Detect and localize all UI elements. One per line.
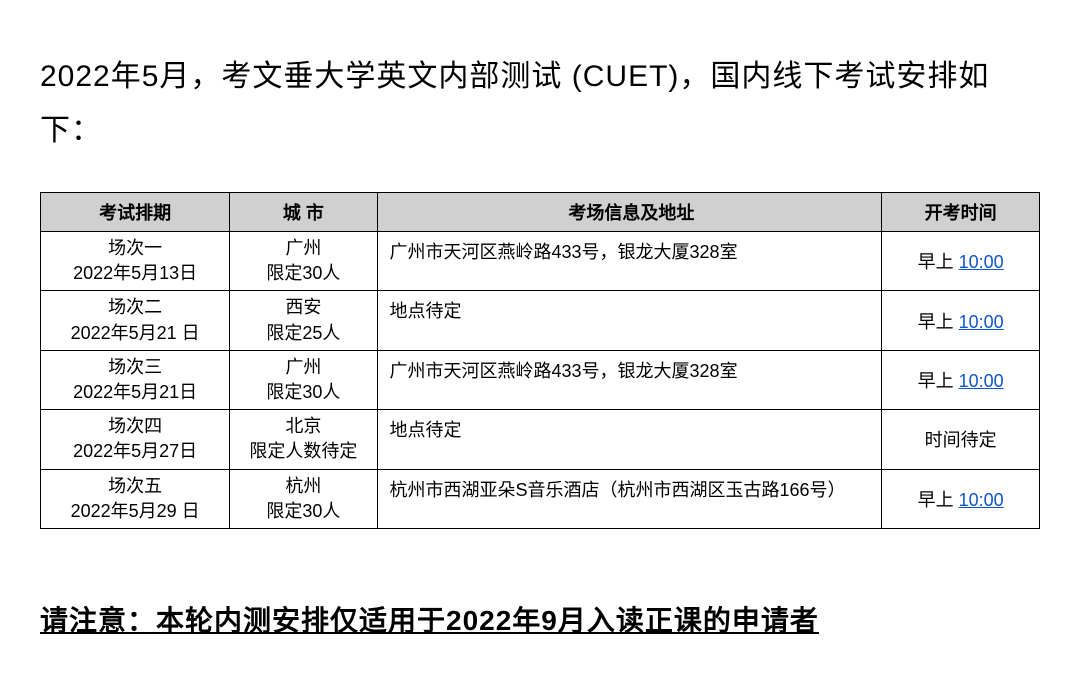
- session-label: 场次三: [49, 355, 221, 380]
- city-limit: 限定25人: [238, 321, 368, 346]
- cell-time: 早上 10:00: [882, 469, 1040, 528]
- city-limit: 限定30人: [238, 380, 368, 405]
- cell-venue: 广州市天河区燕岭路433号，银龙大厦328室: [377, 232, 882, 291]
- cell-city: 北京限定人数待定: [230, 410, 377, 469]
- time-link[interactable]: 10:00: [959, 312, 1004, 332]
- city-name: 广州: [238, 355, 368, 380]
- city-limit: 限定人数待定: [238, 439, 368, 464]
- cell-city: 西安限定25人: [230, 291, 377, 350]
- city-limit: 限定30人: [238, 499, 368, 524]
- session-date: 2022年5月29 日: [49, 499, 221, 524]
- session-label: 场次一: [49, 236, 221, 261]
- cell-venue: 地点待定: [377, 410, 882, 469]
- table-row: 场次三2022年5月21日广州限定30人广州市天河区燕岭路433号，银龙大厦32…: [41, 350, 1040, 409]
- table-row: 场次二2022年5月21 日西安限定25人地点待定早上 10:00: [41, 291, 1040, 350]
- document-heading: 2022年5月，考文垂大学英文内部测试 (CUET)，国内线下考试安排如下：: [40, 50, 1040, 158]
- notice-text: 请注意：本轮内测安排仅适用于2022年9月入读正课的申请者: [40, 599, 1040, 639]
- exam-schedule-table: 考试排期 城 市 考场信息及地址 开考时间 场次一2022年5月13日广州限定3…: [40, 192, 1040, 529]
- cell-time: 早上 10:00: [882, 232, 1040, 291]
- time-link[interactable]: 10:00: [959, 371, 1004, 391]
- header-session: 考试排期: [41, 193, 230, 232]
- cell-city: 杭州限定30人: [230, 469, 377, 528]
- cell-venue: 地点待定: [377, 291, 882, 350]
- time-prefix: 早上: [918, 312, 959, 332]
- header-city: 城 市: [230, 193, 377, 232]
- header-time: 开考时间: [882, 193, 1040, 232]
- session-label: 场次五: [49, 474, 221, 499]
- time-prefix: 早上: [918, 252, 959, 272]
- session-date: 2022年5月27日: [49, 439, 221, 464]
- cell-session: 场次五2022年5月29 日: [41, 469, 230, 528]
- session-date: 2022年5月21日: [49, 380, 221, 405]
- cell-venue: 杭州市西湖亚朵S音乐酒店（杭州市西湖区玉古路166号）: [377, 469, 882, 528]
- cell-session: 场次三2022年5月21日: [41, 350, 230, 409]
- time-prefix: 早上: [918, 371, 959, 391]
- session-label: 场次四: [49, 414, 221, 439]
- cell-session: 场次四2022年5月27日: [41, 410, 230, 469]
- cell-time: 早上 10:00: [882, 350, 1040, 409]
- cell-venue: 广州市天河区燕岭路433号，银龙大厦328室: [377, 350, 882, 409]
- table-row: 场次四2022年5月27日北京限定人数待定地点待定 时间待定: [41, 410, 1040, 469]
- cell-time: 早上 10:00: [882, 291, 1040, 350]
- city-name: 西安: [238, 295, 368, 320]
- city-name: 北京: [238, 414, 368, 439]
- cell-city: 广州限定30人: [230, 232, 377, 291]
- cell-city: 广州限定30人: [230, 350, 377, 409]
- cell-session: 场次一2022年5月13日: [41, 232, 230, 291]
- cell-session: 场次二2022年5月21 日: [41, 291, 230, 350]
- session-label: 场次二: [49, 295, 221, 320]
- time-link[interactable]: 10:00: [959, 252, 1004, 272]
- time-prefix: 早上: [918, 490, 959, 510]
- cell-time: 时间待定: [882, 410, 1040, 469]
- city-limit: 限定30人: [238, 261, 368, 286]
- city-name: 杭州: [238, 474, 368, 499]
- city-name: 广州: [238, 236, 368, 261]
- session-date: 2022年5月13日: [49, 261, 221, 286]
- table-row: 场次五2022年5月29 日杭州限定30人杭州市西湖亚朵S音乐酒店（杭州市西湖区…: [41, 469, 1040, 528]
- time-plain: 时间待定: [925, 430, 997, 450]
- table-row: 场次一2022年5月13日广州限定30人广州市天河区燕岭路433号，银龙大厦32…: [41, 232, 1040, 291]
- session-date: 2022年5月21 日: [49, 321, 221, 346]
- time-link[interactable]: 10:00: [959, 490, 1004, 510]
- table-header-row: 考试排期 城 市 考场信息及地址 开考时间: [41, 193, 1040, 232]
- header-venue: 考场信息及地址: [377, 193, 882, 232]
